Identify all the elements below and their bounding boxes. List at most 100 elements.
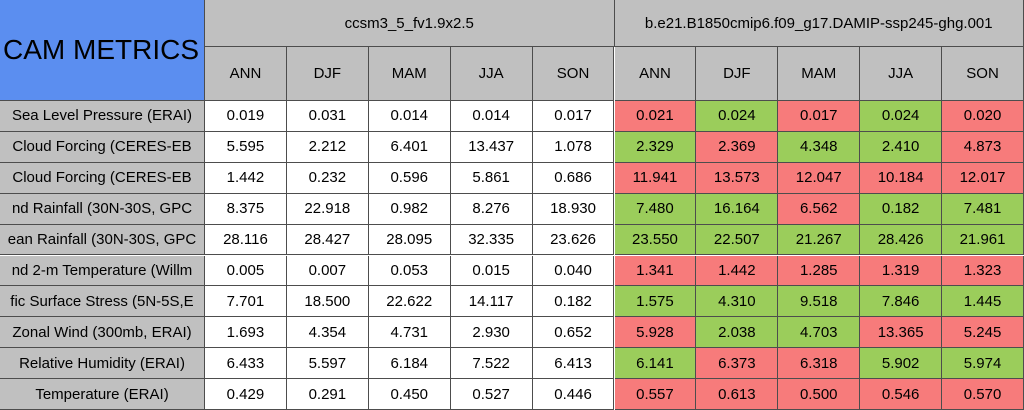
value-cell: 1.445 [942, 286, 1024, 318]
cell-text: 4.873 [963, 138, 1002, 156]
cell-text: SON [556, 65, 590, 82]
cell-text: 28.116 [223, 231, 268, 249]
cell-text: DJF [723, 65, 751, 82]
cell-text: 18.500 [304, 292, 351, 310]
cell-text: 1.078 [554, 138, 592, 156]
cell-text: 13.437 [468, 138, 515, 156]
cell-text: 23.550 [632, 231, 678, 249]
row-label: fic Surface Stress (5N-5S,E [0, 286, 205, 318]
cell-text: 1.442 [718, 261, 756, 279]
cell-text: 6.433 [226, 354, 265, 372]
cell-text: 6.373 [718, 354, 756, 372]
cell-text: CAM METRICS [3, 34, 199, 65]
row-label: Relative Humidity (ERAI) [0, 348, 205, 380]
cell-text: 0.017 [554, 107, 592, 125]
cell-text: 2.329 [636, 138, 674, 156]
cell-text: 7.701 [226, 292, 265, 310]
value-cell: 0.024 [696, 101, 779, 132]
cell-text: 2.410 [881, 138, 920, 156]
value-cell: 21.961 [942, 224, 1024, 256]
row-label: Cloud Forcing (CERES-EB [0, 162, 205, 194]
cell-text: Temperature (ERAI) [35, 385, 169, 403]
value-cell: 0.291 [286, 379, 369, 410]
value-cell: 7.846 [860, 286, 943, 318]
cell-text: 11.941 [632, 169, 678, 187]
cell-text: 0.557 [636, 385, 674, 403]
value-cell: 12.047 [778, 162, 861, 194]
value-cell: 0.613 [696, 379, 779, 410]
cell-text: ccsm3_5_fv1.9x2.5 [344, 14, 474, 32]
value-cell: 0.596 [368, 162, 451, 194]
value-cell: 6.184 [368, 348, 451, 380]
value-cell: 0.019 [205, 101, 287, 132]
value-cell: 1.078 [532, 131, 615, 163]
value-cell: 8.276 [450, 193, 533, 225]
cell-text: 14.117 [468, 292, 514, 310]
cell-text: JJA [888, 65, 914, 82]
cell-text: 21.267 [795, 231, 842, 249]
cell-text: 0.020 [963, 107, 1002, 125]
value-cell: 0.017 [532, 101, 615, 132]
value-cell: 0.053 [368, 255, 451, 287]
value-cell: 4.348 [778, 131, 861, 163]
value-cell: 1.693 [205, 317, 287, 349]
value-cell: 23.550 [614, 224, 697, 256]
cell-text: 0.019 [226, 107, 265, 125]
row-label: Cloud Forcing (CERES-EB [0, 131, 205, 163]
cell-text: 6.318 [799, 354, 838, 372]
cell-text: 12.047 [795, 169, 842, 187]
value-cell: 5.928 [614, 317, 697, 349]
cell-text: fic Surface Stress (5N-5S,E [10, 292, 194, 310]
cell-text: 1.319 [881, 261, 920, 279]
value-cell: 1.442 [205, 162, 287, 194]
value-cell: 7.480 [614, 193, 697, 225]
value-cell: 4.354 [286, 317, 369, 349]
value-cell: 22.507 [696, 224, 779, 256]
cell-text: 0.005 [226, 261, 265, 279]
value-cell: 2.410 [860, 131, 943, 163]
value-cell: 16.164 [696, 193, 779, 225]
row-label: ean Rainfall (30N-30S, GPC [0, 224, 205, 256]
cell-text: 22.622 [386, 292, 433, 310]
value-cell: 28.427 [286, 224, 369, 256]
cell-text: 0.291 [308, 385, 347, 403]
cell-text: 28.427 [304, 231, 351, 249]
value-cell: 7.481 [942, 193, 1024, 225]
cell-text: 0.527 [472, 385, 510, 403]
value-cell: 28.095 [368, 224, 451, 256]
value-cell: 0.014 [368, 101, 451, 132]
cell-text: 7.480 [636, 200, 674, 218]
cell-text: 8.375 [226, 200, 265, 218]
cell-text: 10.184 [877, 169, 924, 187]
value-cell: 13.573 [696, 162, 779, 194]
column-header: MAM [368, 47, 451, 101]
value-cell: 0.040 [532, 255, 615, 287]
cell-text: 23.626 [550, 231, 596, 249]
cell-text: 6.562 [799, 200, 838, 218]
cell-text: 1.285 [799, 261, 838, 279]
cell-text: 0.024 [881, 107, 920, 125]
value-cell: 0.686 [532, 162, 615, 194]
value-cell: 0.446 [532, 379, 615, 410]
value-cell: 2.212 [286, 131, 369, 163]
cell-text: 0.429 [226, 385, 265, 403]
column-header: DJF [696, 47, 779, 101]
cell-text: 2.038 [718, 323, 756, 341]
cell-text: 0.652 [554, 323, 592, 341]
cell-text: 0.021 [636, 107, 674, 125]
column-header: JJA [860, 47, 943, 101]
cell-text: 0.686 [554, 169, 592, 187]
cell-text: 5.595 [226, 138, 265, 156]
value-cell: 0.982 [368, 193, 451, 225]
cell-text: 13.573 [713, 169, 760, 187]
cell-text: 7.481 [963, 200, 1002, 218]
value-cell: 10.184 [860, 162, 943, 194]
value-cell: 6.373 [696, 348, 779, 380]
value-cell: 0.557 [614, 379, 697, 410]
cell-text: 0.014 [472, 107, 510, 125]
cell-text: 0.546 [881, 385, 920, 403]
value-cell: 7.701 [205, 286, 287, 318]
cell-text: 1.323 [963, 261, 1002, 279]
cell-text: 0.182 [881, 200, 920, 218]
